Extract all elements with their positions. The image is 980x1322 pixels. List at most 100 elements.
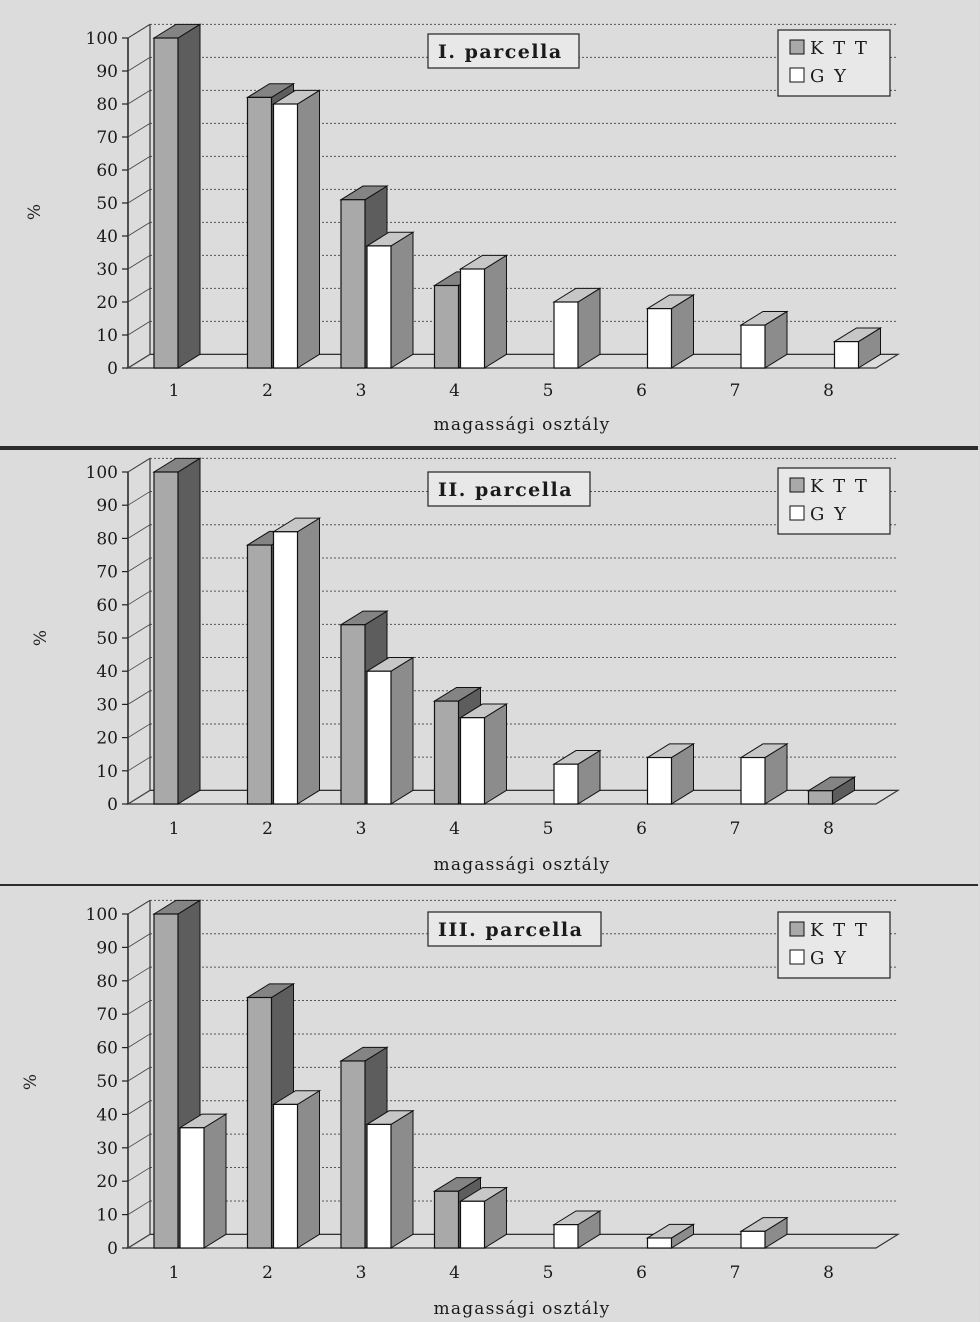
bar-front xyxy=(153,471,179,805)
legend-label-gy: G Y xyxy=(810,66,848,87)
bar-front xyxy=(340,624,366,805)
bar-gy-3 xyxy=(365,231,415,369)
x-tick-label: 2 xyxy=(262,819,273,839)
y-tick-depth xyxy=(127,1067,151,1082)
y-tick-depth xyxy=(127,222,151,237)
bar-gy-6 xyxy=(645,294,696,369)
y-tick-label: 10 xyxy=(96,762,118,782)
y-tick-label: 50 xyxy=(96,194,118,214)
y-tick-depth xyxy=(127,354,151,369)
y-tick-label: 90 xyxy=(96,938,118,958)
bar-front xyxy=(366,1123,392,1249)
y-axis-label: % xyxy=(31,630,51,646)
y-tick-label: 60 xyxy=(96,596,118,616)
title-text: III. parcella xyxy=(438,919,583,941)
y-axis-label: % xyxy=(25,204,45,220)
bar-side xyxy=(177,457,201,805)
bar-gy-5 xyxy=(552,287,602,369)
y-tick-depth xyxy=(127,1033,151,1048)
x-tick-label: 7 xyxy=(730,381,741,401)
y-tick-depth xyxy=(127,966,151,982)
x-axis-label: magassági osztály xyxy=(434,1299,611,1319)
x-axis-label: magassági osztály xyxy=(434,855,611,875)
bar-front xyxy=(272,103,299,369)
legend-swatch-ktt xyxy=(789,39,805,55)
bar-side xyxy=(177,23,201,369)
legend-label-gy: G Y xyxy=(810,948,848,969)
bar-front xyxy=(179,1127,205,1249)
y-tick-label: 40 xyxy=(96,227,118,247)
y-tick-depth xyxy=(127,657,151,672)
y-tick-depth xyxy=(127,90,151,105)
y-tick-depth xyxy=(127,1234,151,1249)
x-tick-label: 1 xyxy=(169,381,180,401)
bar-front xyxy=(459,268,486,369)
bar-front xyxy=(272,531,299,805)
bar-front xyxy=(459,717,486,805)
bar-front xyxy=(807,790,834,805)
y-tick-depth xyxy=(127,156,151,171)
y-tick-depth xyxy=(127,756,151,772)
x-tick-label: 5 xyxy=(543,381,554,401)
bar-ktt-8 xyxy=(806,776,857,805)
bar-front xyxy=(153,913,179,1249)
bar-side xyxy=(297,1089,320,1249)
y-tick-label: 90 xyxy=(96,62,118,82)
x-tick-label: 6 xyxy=(636,1263,647,1283)
y-tick-label: 80 xyxy=(96,95,118,115)
chart-title: II. parcella xyxy=(427,471,591,507)
bar-gy-7 xyxy=(739,310,789,369)
y-tick-depth xyxy=(127,690,151,705)
y-tick-depth xyxy=(127,900,151,915)
x-tick-label: 1 xyxy=(169,1263,180,1283)
y-tick-depth xyxy=(127,1167,151,1182)
bar-front xyxy=(433,284,460,369)
bar-side xyxy=(297,517,320,805)
y-tick-depth xyxy=(127,624,151,639)
bar-front xyxy=(433,1190,460,1249)
x-tick-label: 4 xyxy=(449,1263,460,1283)
y-tick-label: 100 xyxy=(86,905,118,925)
x-tick-label: 6 xyxy=(636,381,647,401)
bar-side xyxy=(203,1113,227,1249)
bar-side xyxy=(390,656,414,805)
legend-box xyxy=(777,29,891,97)
bar-side xyxy=(390,1109,414,1249)
bar-front xyxy=(740,324,766,369)
y-tick-label: 20 xyxy=(96,293,118,313)
bar-front xyxy=(553,301,579,369)
bar-front xyxy=(246,96,273,369)
y-tick-label: 40 xyxy=(96,1105,118,1125)
x-tick-label: 5 xyxy=(543,819,554,839)
y-tick-depth xyxy=(127,1200,151,1215)
bar-front xyxy=(272,1103,299,1249)
x-tick-label: 5 xyxy=(543,1263,554,1283)
y-tick-label: 0 xyxy=(107,1239,118,1259)
y-tick-label: 70 xyxy=(96,128,118,148)
x-tick-label: 2 xyxy=(262,1263,273,1283)
bar-front xyxy=(340,199,366,369)
y-tick-depth xyxy=(127,288,151,303)
legend: K T T G Y xyxy=(777,29,891,97)
legend-swatch-ktt xyxy=(789,477,805,493)
x-tick-label: 2 xyxy=(262,381,273,401)
bar-gy-3 xyxy=(365,656,415,805)
bar-gy-6 xyxy=(645,742,696,805)
legend-swatch-ktt xyxy=(789,921,805,937)
x-tick-label: 1 xyxy=(169,819,180,839)
chart-panel-3: 0 10 20 30 40 50 60 70 80 90 100% 1 2 3 4 5 6 7 8 magassági… xyxy=(0,884,978,1322)
y-tick-depth xyxy=(127,1133,151,1149)
y-tick-depth xyxy=(127,1000,151,1015)
legend: K T T G Y xyxy=(777,911,891,979)
x-tick-label: 7 xyxy=(730,1263,741,1283)
chart-panel-1: 0 10 20 30 40 50 60 70 80 90 100% 1 2 3 4 5 6 7 8 magassági… xyxy=(0,0,978,448)
y-tick-label: 40 xyxy=(96,662,118,682)
y-tick-label: 50 xyxy=(96,629,118,649)
bar-front xyxy=(646,1237,673,1249)
y-tick-label: 30 xyxy=(96,260,118,280)
bar-gy-5 xyxy=(552,1210,602,1249)
x-tick-label: 4 xyxy=(449,819,460,839)
bar-gy-4 xyxy=(458,1186,509,1249)
y-tick-label: 70 xyxy=(96,1005,118,1025)
y-tick-depth xyxy=(127,524,151,539)
